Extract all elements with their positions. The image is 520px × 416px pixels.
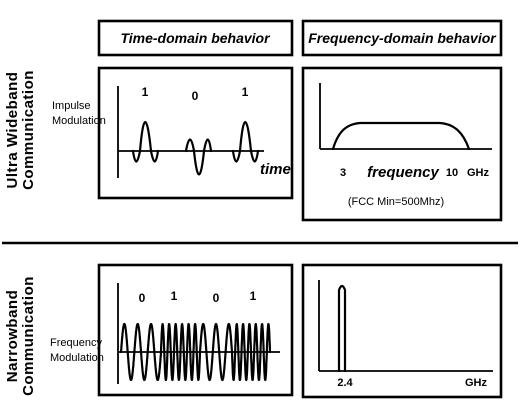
uwb-freq-unit: GHz [467, 167, 490, 179]
fm-bit-1: 0 [139, 291, 146, 305]
impulse-pulse-0 [184, 138, 213, 176]
narrowband-frequency-domain-panel [301, 263, 503, 399]
uwb-frequency-axis-label: frequency [367, 164, 439, 181]
impulse-modulation-label-line1: Impulse [52, 100, 91, 112]
impulse-modulation-label-line2: Modulation [52, 115, 106, 127]
uwb-time-domain-panel [97, 66, 294, 200]
impulse-pulse-1 [131, 120, 160, 163]
uwb-bit-3: 1 [242, 85, 249, 99]
uwb-side-title-line2: Communication [20, 70, 37, 190]
narrowband-freq-value: 2.4 [337, 377, 353, 389]
fcc-minimum-note: (FCC Min=500Mhz) [348, 196, 444, 208]
narrowband-side-title-line2: Communication [20, 276, 37, 396]
time-domain-header-box [97, 19, 294, 57]
impulse-pulse-2 [231, 120, 260, 163]
uwb-freq-start-label: 3 [340, 167, 346, 179]
narrowband-freq-unit: GHz [465, 377, 488, 389]
narrowband-spectrum-spike [337, 284, 347, 373]
uwb-freq-end-label: 10 [446, 167, 458, 179]
narrowband-side-title-line1: Narrowband [4, 290, 21, 383]
narrowband-time-domain-panel [97, 263, 294, 397]
frequency-modulation-label-line2: Modulation [50, 352, 104, 364]
frequency-domain-header-box [301, 19, 503, 57]
uwb-time-axis-label: time [260, 161, 291, 178]
frequency-modulation-label-line1: Frequency [50, 337, 102, 349]
uwb-spectrum-curve [331, 121, 471, 151]
fm-carrier-wave [119, 322, 272, 382]
uwb-bit-2: 0 [192, 89, 199, 103]
time-domain-header: Time-domain behavior [120, 30, 271, 46]
fm-bit-4: 1 [250, 289, 257, 303]
frequency-domain-header: Frequency-domain behavior [308, 30, 497, 46]
fm-bit-2: 1 [171, 289, 178, 303]
uwb-side-title-line1: Ultra Wideband [4, 72, 21, 189]
uwb-bit-1: 1 [142, 85, 149, 99]
fm-bit-3: 0 [213, 291, 220, 305]
uwb-frequency-domain-panel [301, 66, 503, 222]
